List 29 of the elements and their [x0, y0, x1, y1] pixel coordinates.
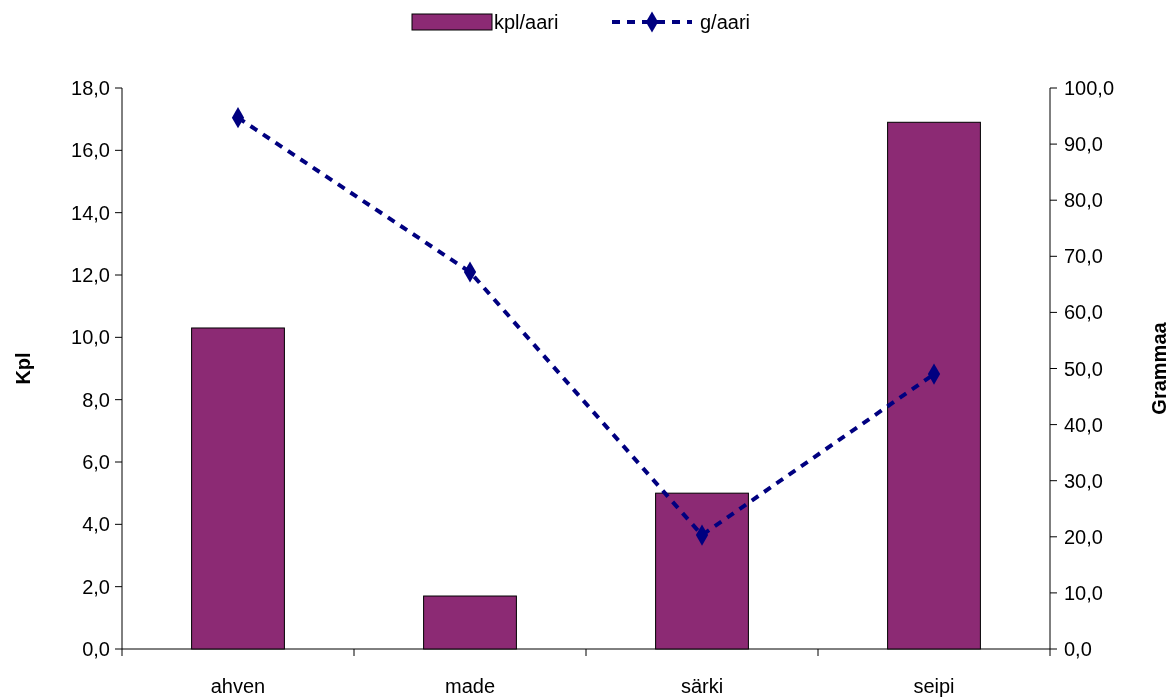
y-tick-label: 10,0: [71, 326, 110, 349]
y2-axis-title: Grammaa: [1148, 321, 1170, 415]
y2-tick-label: 90,0: [1064, 133, 1103, 156]
y2-tick-label: 30,0: [1064, 469, 1103, 492]
x-tick-label: ahven: [210, 675, 266, 697]
y2-tick-label: 60,0: [1064, 301, 1103, 324]
y2-tick-label: 0,0: [1064, 638, 1092, 660]
y-tick-label: 14,0: [71, 201, 110, 224]
y2-tick-label: 50,0: [1064, 357, 1103, 380]
y-tick-label: 2,0: [82, 575, 110, 598]
x-tick-label: seipi: [913, 675, 955, 697]
y2-tick-label: 70,0: [1064, 245, 1103, 268]
y2-tick-label: 100,0: [1064, 77, 1115, 99]
y2-tick-label: 20,0: [1064, 525, 1103, 548]
y-tick-label: 12,0: [71, 264, 110, 286]
y-tick-label: 16,0: [71, 139, 110, 162]
y-tick-label: 18,0: [71, 77, 110, 99]
legend-label: g/aari: [700, 11, 751, 33]
legend-label: kpl/aari: [494, 11, 559, 33]
x-tick-label: särki: [680, 675, 724, 697]
y2-tick-label: 40,0: [1064, 413, 1103, 436]
x-tick-label: made: [444, 675, 496, 697]
y-tick-label: 8,0: [82, 388, 110, 411]
y-tick-label: 4,0: [82, 513, 110, 536]
y-axis-title: Kpl: [12, 352, 34, 385]
y-tick-label: 6,0: [82, 451, 110, 473]
y2-tick-label: 10,0: [1064, 581, 1103, 604]
y-tick-label: 0,0: [82, 638, 110, 660]
y2-tick-label: 80,0: [1064, 189, 1103, 212]
